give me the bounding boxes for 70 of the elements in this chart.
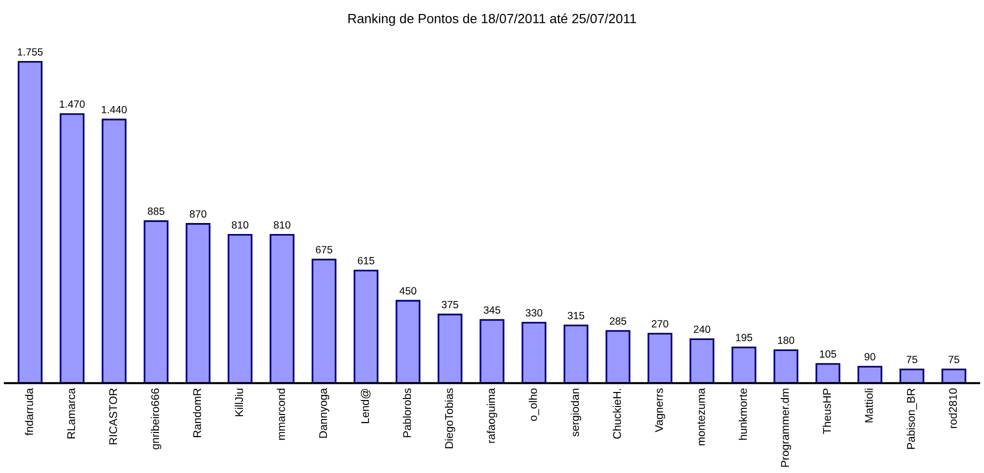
x-tick-label: Vagnerrs	[655, 388, 666, 432]
bar	[144, 220, 168, 384]
x-tick-label: RLamarca	[67, 388, 76, 438]
data-label: 675	[316, 246, 332, 254]
data-label: 885	[148, 208, 164, 215]
bar	[396, 300, 420, 384]
bar	[606, 330, 630, 384]
x-tick-label: o_olho	[528, 388, 540, 421]
x-tick-label: Programmer.dm	[780, 388, 792, 467]
data-label: 75	[948, 356, 960, 364]
x-tick-label: Lend@	[360, 388, 370, 424]
x-tick-label: rafaoguima	[486, 388, 498, 443]
data-label: 195	[736, 334, 752, 342]
bar	[312, 258, 336, 384]
data-label: 285	[610, 317, 626, 325]
bar	[438, 314, 462, 384]
bar	[60, 113, 84, 384]
data-label: 810	[232, 221, 248, 229]
bar	[900, 368, 924, 384]
data-label: 105	[820, 350, 836, 358]
bar	[186, 223, 210, 384]
bar	[102, 118, 126, 384]
x-tick-label: Pablorobs	[402, 388, 412, 438]
x-tick-label: DiegoTobias	[444, 388, 456, 448]
x-tick-label: gnribeiro666	[150, 388, 162, 450]
x-tick-label: fndarruda	[24, 388, 34, 436]
bar	[732, 346, 756, 384]
bar	[270, 234, 294, 384]
bar	[228, 234, 252, 384]
x-tick-label: mmarcond	[276, 388, 286, 440]
chart-title: Ranking de Pontos de 18/07/2011 até 25/07/2011	[348, 13, 636, 26]
bar	[354, 270, 378, 384]
bar	[942, 368, 966, 384]
data-label: 1.755	[18, 48, 43, 56]
data-label: 870	[190, 210, 206, 218]
data-label: 90	[864, 353, 876, 360]
data-label: 75	[906, 356, 918, 364]
data-label: 375	[442, 300, 458, 308]
x-tick-label: TheusHP	[822, 388, 831, 434]
data-label: 270	[652, 320, 668, 328]
bar	[522, 322, 546, 384]
x-tick-label: rod2810	[948, 388, 957, 428]
x-tick-label: montezuma	[698, 388, 705, 446]
data-label: 315	[568, 312, 584, 320]
x-tick-label: hunkmorte	[738, 388, 747, 440]
bar	[858, 366, 882, 384]
x-tick-label: sergiodan	[570, 388, 582, 436]
bar	[480, 319, 504, 384]
data-label: 345	[484, 306, 500, 314]
data-label: 180	[778, 336, 794, 344]
x-tick-label: KillJiu	[234, 388, 244, 416]
bar	[774, 349, 798, 384]
bar	[564, 324, 588, 384]
data-label: 1.470	[60, 100, 85, 108]
bar	[690, 338, 714, 384]
data-label: 810	[274, 221, 290, 229]
bar	[18, 61, 42, 384]
data-label: 240	[694, 326, 710, 333]
bar	[648, 332, 672, 384]
data-label: 330	[526, 309, 542, 316]
x-tick-label: Dannyoga	[319, 388, 330, 438]
data-label: 450	[400, 287, 416, 295]
x-tick-label: Mattioli	[864, 388, 873, 422]
bar	[816, 363, 840, 384]
x-tick-label: RICASTOR	[109, 388, 118, 444]
x-tick-label: Pabison_BR	[906, 388, 917, 449]
data-label: 615	[358, 256, 374, 264]
data-label: 1.440	[102, 106, 127, 114]
x-tick-label: ChuckieH.	[612, 389, 621, 439]
x-tick-label: RandomR	[192, 388, 202, 438]
